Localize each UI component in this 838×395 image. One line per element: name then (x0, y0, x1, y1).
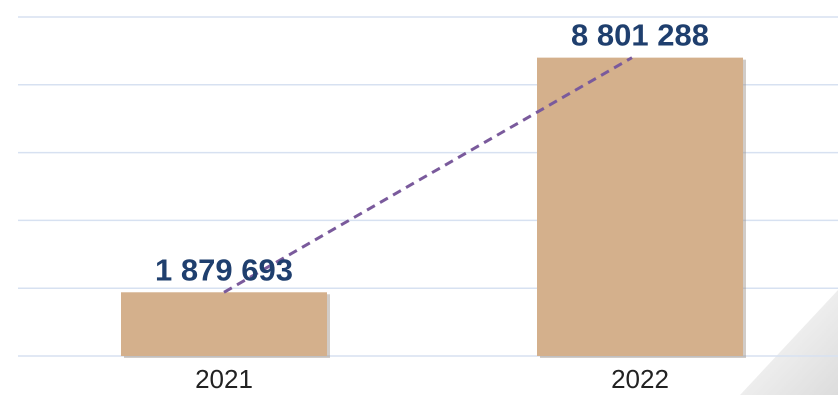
x-tick-label: 2021 (195, 364, 253, 394)
bar-2021 (121, 292, 327, 356)
trend-line (223, 56, 633, 294)
watermark-shape (740, 290, 838, 395)
data-label-2021: 1 879 693 (155, 252, 293, 287)
trend-line-group (223, 56, 633, 294)
x-tick-label: 2022 (611, 364, 669, 394)
bars (121, 57, 746, 358)
bar-2022 (537, 57, 743, 356)
data-label-2022: 8 801 288 (571, 18, 709, 53)
data-labels: 1 879 693 8 801 288 (155, 18, 709, 288)
x-axis-tick-labels: 2021 2022 (195, 364, 669, 394)
